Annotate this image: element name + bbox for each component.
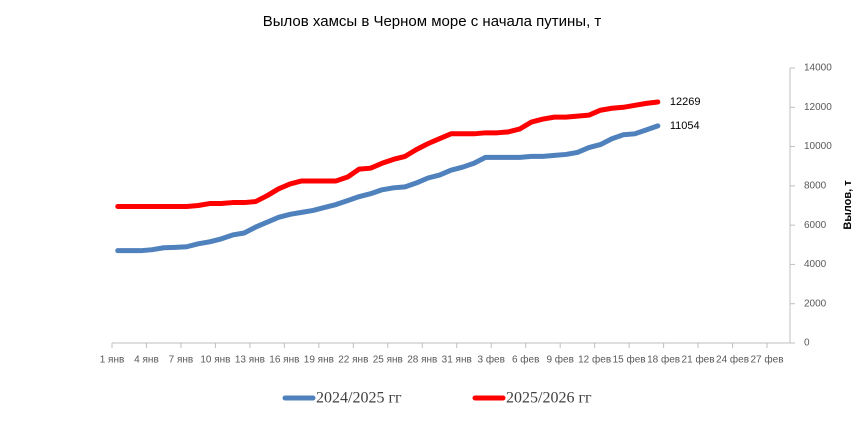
x-tick-label: 1 янв	[100, 355, 125, 366]
data-label: 11054	[670, 120, 700, 132]
x-tick-label: 10 янв	[200, 355, 230, 366]
y-tick-label: 12000	[804, 102, 832, 113]
x-tick-label: 22 янв	[338, 355, 368, 366]
x-tick-label: 12 фев	[578, 354, 611, 366]
series-line	[115, 123, 661, 254]
x-tick-label: 7 янв	[169, 355, 194, 366]
legend-label: 2025/2026 гг	[506, 390, 592, 407]
x-tick-label: 13 янв	[235, 355, 265, 366]
x-tick-label: 31 янв	[442, 355, 472, 366]
x-tick-label: 25 янв	[373, 355, 403, 366]
x-tick-label: 27 фев	[751, 354, 784, 366]
y-tick-label: 4000	[804, 259, 827, 270]
y-tick-label: 6000	[804, 220, 827, 231]
x-tick-label: 19 янв	[304, 355, 334, 366]
data-label: 12269	[670, 96, 701, 108]
x-tick-label: 18 фев	[647, 354, 680, 366]
series-line	[115, 99, 661, 209]
x-tick-label: 24 фев	[716, 354, 749, 366]
x-tick-label: 4 янв	[134, 355, 159, 366]
y-axis-label: Вылов, т	[842, 180, 854, 230]
y-tick-label: 0	[804, 338, 810, 349]
y-tick-label: 2000	[804, 298, 827, 309]
y-tick-label: 10000	[804, 141, 832, 152]
y-tick-label: 14000	[804, 63, 832, 74]
y-tick-label: 8000	[804, 180, 827, 191]
x-tick-label: 3 фев	[477, 354, 504, 366]
x-tick-label: 15 фев	[613, 354, 646, 366]
x-tick-label: 6 фев	[512, 354, 539, 366]
chart-title: Вылов хамсы в Черном море с начала путин…	[263, 13, 602, 30]
x-tick-label: 16 янв	[269, 355, 299, 366]
x-tick-label: 21 фев	[682, 354, 715, 366]
x-tick-label: 9 фев	[546, 354, 573, 366]
legend-label: 2024/2025 гг	[316, 390, 402, 407]
x-tick-label: 28 янв	[407, 355, 437, 366]
